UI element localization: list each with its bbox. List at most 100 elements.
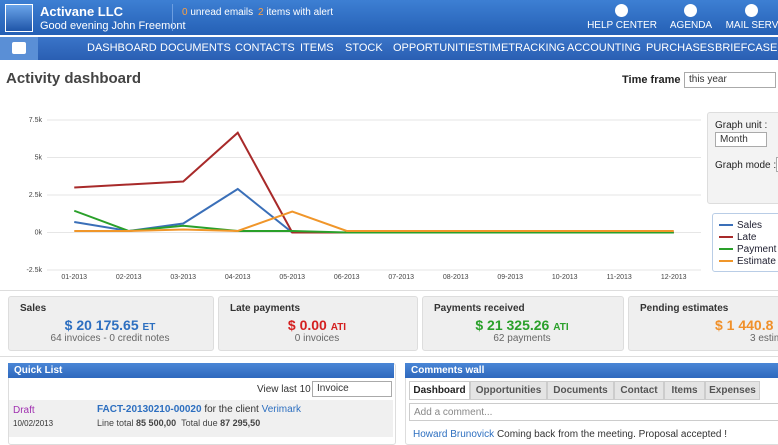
- stat-title: Payments received: [434, 303, 525, 314]
- graph-mode-label: Graph mode :: [715, 160, 777, 171]
- stat-title: Sales: [20, 303, 47, 314]
- graph-unit-select[interactable]: Month: [715, 132, 767, 147]
- nav-item[interactable]: STOCK: [345, 42, 383, 54]
- line-total: 85 500,00: [136, 418, 177, 428]
- header-link[interactable]: MAIL SERV: [725, 20, 778, 31]
- amount: $ 1 440.8: [715, 317, 774, 333]
- amount-suffix: ATI: [330, 322, 347, 333]
- y-tick-label: 0k: [35, 229, 43, 236]
- amount: $ 20 175.65: [64, 317, 139, 333]
- stat-detail: 62 payments: [493, 333, 551, 344]
- legend-item[interactable]: Sales: [719, 220, 762, 231]
- time-frame-label: Time frame :: [622, 74, 688, 86]
- x-tick-label: 08-2013: [443, 274, 469, 281]
- legend-item[interactable]: Payment: [719, 244, 776, 255]
- logo: [5, 4, 33, 32]
- nav-item[interactable]: ACCOUNTING: [567, 42, 641, 54]
- nav-item[interactable]: OPPORTUNITIES: [393, 42, 483, 54]
- graph-options: [707, 112, 778, 204]
- total-due: 87 295,50: [220, 418, 261, 428]
- nav-item[interactable]: CONTACTS: [235, 42, 295, 54]
- stat-detail: 64 invoices - 0 credit notes: [50, 333, 170, 344]
- for-text: for the client: [204, 404, 259, 415]
- comment-author[interactable]: Howard Brunovick: [413, 429, 495, 440]
- tab[interactable]: Items: [664, 381, 705, 400]
- stat-amount: $ 0.00 ATI: [218, 317, 416, 333]
- x-tick-label: 03-2013: [170, 274, 196, 281]
- x-tick-label: 07-2013: [388, 274, 414, 281]
- quick-list-select[interactable]: Invoice: [312, 381, 392, 397]
- tab[interactable]: Expenses: [705, 381, 760, 400]
- legend-item[interactable]: Estimate: [719, 256, 776, 267]
- legend-label: Estimate: [737, 256, 776, 267]
- legend-swatch: [719, 236, 733, 239]
- divider: [0, 356, 778, 357]
- tab[interactable]: Documents: [547, 381, 614, 400]
- stat-amount: $ 1 440.8: [715, 317, 778, 333]
- tab[interactable]: Opportunities: [470, 381, 547, 400]
- link-icon[interactable]: [615, 4, 628, 17]
- header: [0, 0, 778, 35]
- line-total-label: Line total: [97, 418, 134, 428]
- stat-title: Pending estimates: [640, 303, 729, 314]
- x-tick-label: 11-2013: [607, 274, 632, 281]
- stat-box: [218, 296, 418, 351]
- comment: Howard Brunovick Coming back from the me…: [413, 429, 727, 440]
- stat-amount: $ 21 325.26 ATI: [422, 317, 622, 333]
- chart: -2.5k 0k 2.5k 5k 7.5k 01-2013 02-2013 03-2013 04…: [26, 117, 701, 281]
- separator: [172, 4, 173, 31]
- stat-box: [628, 296, 778, 351]
- company: Activane LLC: [40, 4, 124, 19]
- page-title: Activity dashboard: [6, 70, 142, 87]
- x-tick-label: 09-2013: [497, 274, 523, 281]
- x-tick-label: 02-2013: [116, 274, 142, 281]
- ref[interactable]: FACT-20130210-00020: [97, 404, 202, 415]
- series-line: [73, 209, 674, 234]
- alerts-text: items with alert: [266, 7, 334, 18]
- header-link[interactable]: AGENDA: [669, 20, 713, 31]
- total-due-label: Total due: [181, 418, 218, 428]
- nav-item[interactable]: TIMETRACKING: [482, 42, 566, 54]
- nav-item[interactable]: DASHBOARD: [87, 42, 157, 54]
- x-tick-label: 05-2013: [279, 274, 305, 281]
- series-line: [74, 187, 674, 234]
- link-icon[interactable]: [745, 4, 758, 17]
- view-label: View last 10: [257, 384, 311, 395]
- emails-count: 0: [182, 7, 188, 18]
- tab[interactable]: Contact: [614, 381, 664, 400]
- amount-suffix: ATI: [553, 322, 569, 333]
- link-icon[interactable]: [684, 4, 697, 17]
- stat-detail: 3 estim: [750, 333, 778, 344]
- nav-item[interactable]: DOCUMENTS: [160, 42, 231, 54]
- home-icon: [12, 42, 26, 54]
- alerts-count: 2: [258, 7, 264, 18]
- comment-input[interactable]: Add a comment...: [409, 403, 778, 421]
- legend-label: Payment: [737, 244, 777, 255]
- alerts[interactable]: 2 items with alert: [258, 7, 333, 18]
- series-line: [74, 131, 674, 234]
- legend-label: Late: [737, 232, 757, 243]
- nav-bar: [0, 37, 778, 60]
- nav-item[interactable]: BRIEFCASE: [715, 42, 778, 54]
- date: 10/02/2013: [13, 419, 54, 428]
- x-tick-label: 10-2013: [552, 274, 578, 281]
- quick-list-row[interactable]: [9, 400, 393, 437]
- x-tick-label: 06-2013: [334, 274, 360, 281]
- stat-title: Late payments: [230, 303, 301, 314]
- nav-item[interactable]: PURCHASES: [646, 42, 715, 54]
- client[interactable]: Verimark: [261, 404, 302, 415]
- x-tick-label: 01-2013: [61, 274, 87, 281]
- emails[interactable]: 0 unread emails: [182, 7, 253, 18]
- legend-item[interactable]: Late: [719, 232, 756, 243]
- graph-mode-select[interactable]: [776, 157, 778, 172]
- legend-swatch: [719, 260, 733, 263]
- nav-item[interactable]: ITEMS: [300, 42, 334, 54]
- graph-unit-label: Graph unit :: [715, 120, 768, 131]
- header-link[interactable]: HELP CENTER: [587, 20, 657, 31]
- totals: Line total 85 500,00 Total due 87 295,50: [97, 418, 260, 428]
- tab[interactable]: Dashboard: [409, 381, 470, 400]
- amount: $ 0.00: [287, 317, 327, 333]
- time-frame-select[interactable]: this year: [684, 72, 776, 88]
- status: Draft: [13, 405, 35, 416]
